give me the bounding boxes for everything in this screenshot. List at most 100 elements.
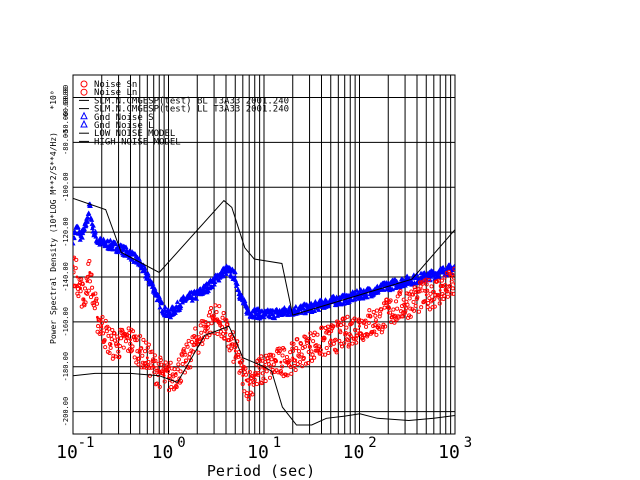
- data-point: [410, 292, 416, 297]
- data-point: [252, 380, 257, 385]
- data-point: [413, 303, 418, 308]
- data-point: [250, 392, 255, 397]
- data-point: [308, 331, 313, 336]
- data-point: [329, 338, 333, 342]
- data-point: [73, 255, 77, 260]
- data-point: [73, 270, 76, 275]
- data-point: [451, 291, 455, 296]
- data-point: [91, 293, 94, 297]
- data-point: [178, 369, 183, 374]
- data-point: [293, 358, 298, 363]
- data-point: [185, 344, 190, 349]
- data-point: [221, 273, 227, 279]
- data-point: [331, 324, 336, 329]
- data-point: [115, 337, 120, 342]
- data-point: [172, 310, 178, 315]
- data-point: [408, 314, 413, 319]
- data-point: [100, 324, 104, 328]
- data-point: [299, 341, 304, 346]
- data-point: [453, 282, 455, 286]
- data-point: [136, 356, 142, 361]
- data-point: [429, 284, 434, 289]
- data-point: [168, 360, 173, 365]
- data-point: [82, 297, 86, 301]
- y-tick-label: -60.00: [62, 85, 70, 110]
- data-point: [267, 352, 272, 357]
- data-point: [93, 291, 98, 296]
- data-point: [223, 271, 229, 276]
- data-point: [189, 298, 195, 303]
- data-point: [100, 241, 104, 245]
- data-point: [354, 340, 359, 345]
- data-point: [430, 305, 435, 310]
- data-point: [334, 350, 339, 355]
- data-point: [241, 374, 245, 378]
- data-point: [395, 306, 400, 311]
- x-tick-label: 10 1: [247, 435, 281, 463]
- data-point: [162, 379, 167, 384]
- y-axis-label: Power Spectral Density (10*LOG M**2/S**4…: [49, 132, 58, 344]
- data-point: [198, 323, 203, 328]
- data-point: [215, 331, 220, 337]
- data-point: [297, 360, 303, 365]
- data-point: [439, 283, 444, 288]
- data-point: [180, 361, 185, 367]
- data-point: [138, 334, 143, 339]
- data-point: [217, 304, 222, 309]
- data-point: [187, 351, 192, 357]
- data-point: [280, 353, 285, 358]
- data-point: [234, 281, 240, 287]
- data-point: [247, 370, 252, 375]
- data-point: [422, 299, 428, 304]
- y-scale-note: *10⁰: [49, 90, 58, 109]
- data-point: [438, 271, 442, 274]
- legend-item: Gnd Noise L: [80, 119, 154, 131]
- data-point: [86, 210, 92, 215]
- data-point: [133, 334, 138, 339]
- data-point: [344, 325, 349, 330]
- data-point: [260, 371, 265, 376]
- data-point: [163, 360, 168, 365]
- data-point: [169, 384, 174, 390]
- data-point: [279, 311, 283, 315]
- data-point: [220, 315, 225, 320]
- data-point: [333, 337, 338, 342]
- series-gnd-noise-s: [73, 201, 455, 321]
- data-point: [309, 358, 315, 363]
- data-point: [134, 360, 139, 365]
- data-point: [79, 235, 82, 238]
- data-point: [290, 346, 295, 351]
- data-point: [81, 226, 87, 231]
- data-point: [179, 379, 184, 384]
- data-point: [229, 271, 233, 274]
- x-tick-base: 10: [56, 442, 78, 463]
- data-point: [162, 304, 168, 309]
- data-point: [303, 361, 309, 366]
- data-point: [252, 377, 257, 382]
- data-point: [245, 391, 250, 396]
- data-point: [218, 329, 223, 334]
- data-point: [204, 329, 209, 334]
- data-point: [107, 350, 112, 356]
- data-point: [247, 393, 252, 399]
- data-point: [132, 355, 137, 360]
- data-point: [76, 294, 81, 299]
- data-point: [176, 357, 181, 362]
- data-point: [267, 375, 273, 380]
- data-point: [373, 313, 378, 318]
- data-point: [212, 280, 216, 283]
- data-point: [129, 253, 132, 256]
- data-point: [285, 373, 290, 378]
- data-point: [73, 266, 78, 271]
- legend-item: Gnd Noise S: [80, 111, 154, 123]
- data-point: [216, 277, 222, 283]
- data-point: [200, 342, 205, 347]
- data-point: [89, 272, 94, 277]
- data-point: [272, 315, 278, 321]
- data-point: [109, 337, 114, 342]
- data-point: [287, 358, 292, 363]
- data-point: [129, 338, 132, 342]
- data-point: [292, 363, 297, 369]
- data-point: [100, 314, 105, 320]
- data-point: [211, 281, 217, 287]
